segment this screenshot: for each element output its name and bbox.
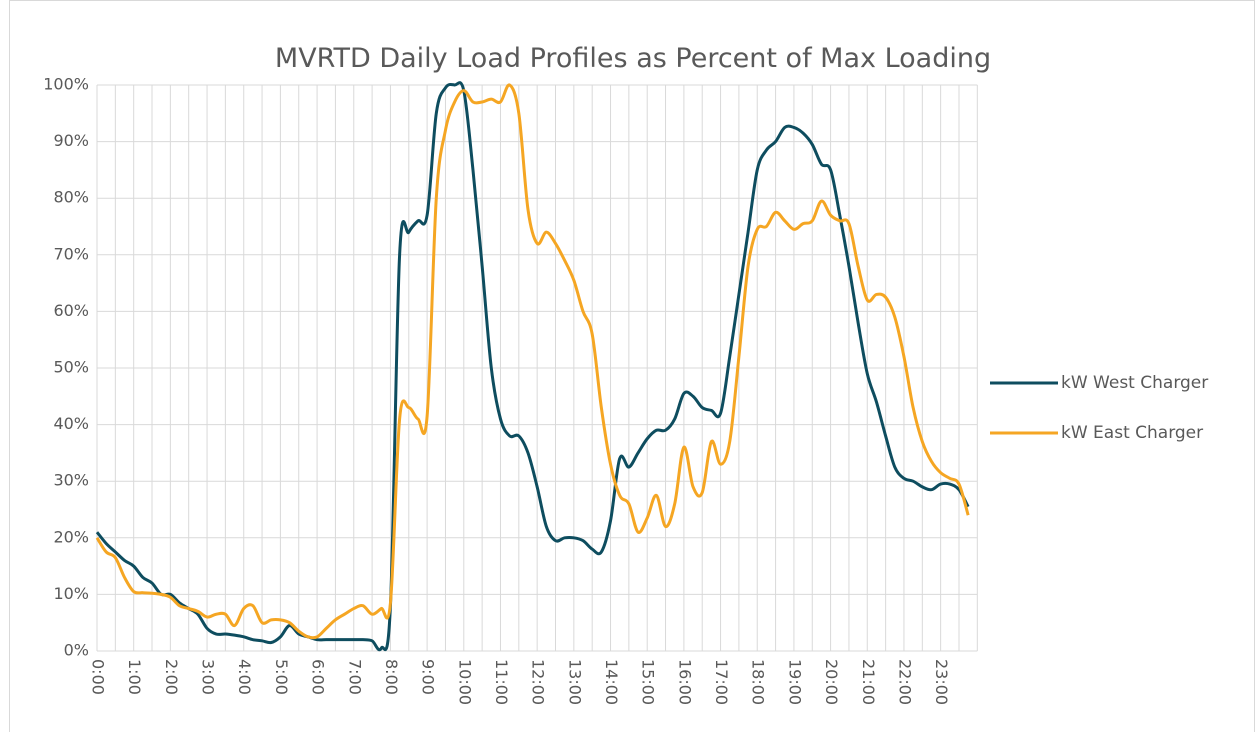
y-tick-label: 20%: [53, 527, 89, 546]
x-tick-label: 22:00: [895, 659, 914, 705]
y-tick-label: 0%: [64, 641, 89, 660]
chart-title: MVRTD Daily Load Profiles as Percent of …: [275, 43, 991, 74]
x-tick-label: 17:00: [712, 659, 731, 705]
x-tick-label: 16:00: [675, 659, 694, 705]
y-tick-label: 40%: [53, 414, 89, 433]
x-tick-label: 1:00: [125, 659, 144, 695]
y-tick-label: 10%: [53, 584, 89, 603]
x-tick-label: 6:00: [309, 659, 328, 695]
x-tick-label: 19:00: [785, 659, 804, 705]
x-tick-label: 13:00: [565, 659, 584, 705]
x-tick-label: 10:00: [455, 659, 474, 705]
chart-border: [9, 0, 1255, 736]
y-tick-label: 70%: [53, 244, 89, 263]
line-series: [95, 83, 970, 640]
y-tick-label: 100%: [43, 75, 89, 94]
y-tick-label: 30%: [53, 471, 89, 490]
x-tick-label: 8:00: [382, 659, 401, 695]
x-tick-label: 4:00: [235, 659, 254, 695]
x-tick-label: 11:00: [492, 659, 511, 705]
x-tick-label: 21:00: [859, 659, 878, 705]
x-tick-label: 23:00: [932, 659, 951, 705]
x-tick-label: 20:00: [822, 659, 841, 705]
y-tick-label: 80%: [53, 188, 89, 207]
x-tick-label: 3:00: [199, 659, 218, 695]
x-tick-label: 12:00: [529, 659, 548, 705]
x-tick-label: 0:00: [89, 659, 108, 695]
y-tick-label: 60%: [53, 301, 89, 320]
x-tick-label: 2:00: [162, 659, 181, 695]
x-tick-label: 9:00: [419, 659, 438, 695]
x-tick-label: 14:00: [602, 659, 621, 705]
line-series: [95, 81, 970, 652]
x-tick-label: 15:00: [639, 659, 658, 705]
x-tick-label: 7:00: [345, 659, 364, 695]
x-tick-label: 5:00: [272, 659, 291, 695]
y-tick-label: 90%: [53, 131, 89, 150]
x-tick-label: 18:00: [749, 659, 768, 705]
y-tick-label: 50%: [53, 358, 89, 377]
legend-label: kW East Charger: [1061, 423, 1203, 443]
legend-label: kW West Charger: [1061, 373, 1208, 393]
